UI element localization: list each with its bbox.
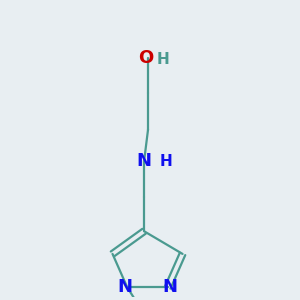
Text: N: N bbox=[118, 278, 133, 296]
Text: N: N bbox=[136, 152, 152, 170]
Text: N: N bbox=[162, 278, 177, 296]
Text: H: H bbox=[159, 154, 172, 169]
Text: H: H bbox=[156, 52, 169, 67]
Text: O: O bbox=[138, 49, 154, 67]
